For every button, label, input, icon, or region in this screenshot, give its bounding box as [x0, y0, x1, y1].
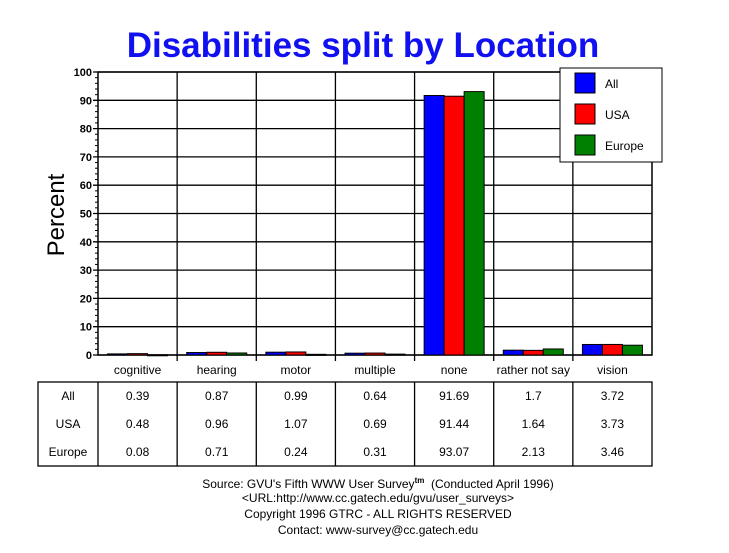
table-cell: 3.46 — [601, 445, 625, 459]
footer: Source: GVU's Fifth WWW User Surveytm (C… — [202, 476, 554, 537]
y-tick-label: 40 — [80, 237, 92, 249]
legend-swatch-all — [574, 72, 596, 94]
table-row-header: Europe — [49, 445, 88, 459]
x-tick-label: vision — [597, 363, 628, 377]
table-cell: 0.64 — [363, 389, 387, 403]
bar-all-rather-not-say — [502, 349, 524, 356]
data-table — [37, 381, 653, 467]
table-cell: 3.72 — [601, 389, 625, 403]
legend-swatch-usa — [574, 103, 596, 125]
table-cell: 0.87 — [205, 389, 229, 403]
bar-europe-hearing — [226, 352, 248, 356]
bar-all-none — [423, 95, 445, 356]
bar-usa-cognitive — [127, 353, 149, 356]
bar-all-cognitive — [107, 353, 129, 356]
bar-europe-motor — [305, 353, 327, 356]
y-tick-label: 10 — [80, 322, 92, 334]
table-row-header: USA — [56, 417, 81, 431]
footer-copyright: Copyright 1996 GTRC - ALL RIGHTS RESERVE… — [244, 507, 512, 521]
x-tick-label: motor — [281, 363, 312, 377]
bar-all-vision — [581, 343, 603, 356]
table-cell: 3.73 — [601, 417, 625, 431]
legend: All USA Europe — [559, 67, 663, 163]
table-row-header: All — [61, 389, 74, 403]
footer-source: Source: GVU's Fifth WWW User Surveytm (C… — [202, 476, 554, 491]
table-cell: 91.44 — [439, 417, 469, 431]
table-cell: 2.13 — [522, 445, 546, 459]
y-tick-label: 60 — [80, 180, 92, 192]
table-cell: 0.48 — [126, 417, 150, 431]
bar-usa-motor — [285, 351, 307, 356]
table-cell: 0.31 — [363, 445, 387, 459]
legend-label: Europe — [605, 139, 644, 153]
bar-usa-vision — [601, 343, 623, 356]
bar-usa-none — [443, 95, 465, 356]
bar-all-motor — [265, 351, 287, 356]
chart-title: Disabilities split by Location — [127, 26, 600, 65]
bar-europe-vision — [621, 344, 643, 356]
y-tick-label: 80 — [80, 124, 92, 136]
legend-swatch-europe — [574, 134, 596, 156]
x-tick-label: multiple — [354, 363, 396, 377]
bar-usa-rather-not-say — [522, 349, 544, 356]
bar-europe-multiple — [384, 353, 406, 356]
y-tick-label: 100 — [74, 67, 92, 79]
footer-contact: Contact: www-survey@cc.gatech.edu — [278, 523, 478, 537]
y-tick-label: 50 — [80, 209, 92, 221]
bar-all-hearing — [186, 352, 208, 356]
x-tick-label: cognitive — [114, 363, 162, 377]
bar-usa-hearing — [206, 351, 228, 356]
table-cell: 93.07 — [439, 445, 469, 459]
bar-usa-multiple — [364, 352, 386, 356]
table-cell: 0.99 — [284, 389, 308, 403]
table-cell: 1.7 — [525, 389, 542, 403]
y-axis-label: Percent — [43, 173, 70, 256]
table-cell: 0.71 — [205, 445, 229, 459]
bar-europe-none — [463, 91, 485, 356]
y-tick-label: 30 — [80, 265, 92, 277]
table-cell: 0.96 — [205, 417, 229, 431]
table-cell: 0.08 — [126, 445, 150, 459]
legend-label: USA — [605, 108, 630, 122]
legend-label: All — [605, 77, 618, 91]
y-tick-label: 0 — [86, 350, 92, 362]
table-cell: 91.69 — [439, 389, 469, 403]
table-cell: 1.07 — [284, 417, 308, 431]
x-tick-label: rather not say — [497, 363, 570, 377]
bar-all-multiple — [344, 352, 366, 356]
footer-url: <URL:http://www.cc.gatech.edu/gvu/user_s… — [242, 491, 514, 505]
table-cell: 0.24 — [284, 445, 308, 459]
bar-europe-cognitive — [147, 354, 169, 357]
bar-europe-rather-not-say — [542, 348, 564, 356]
table-cell: 1.64 — [522, 417, 546, 431]
x-tick-label: hearing — [197, 363, 237, 377]
y-tick-label: 90 — [80, 95, 92, 107]
x-tick-label: none — [441, 363, 468, 377]
table-cell: 0.39 — [126, 389, 150, 403]
y-tick-label: 70 — [80, 152, 92, 164]
y-tick-label: 20 — [80, 293, 92, 305]
table-cell: 0.69 — [363, 417, 387, 431]
